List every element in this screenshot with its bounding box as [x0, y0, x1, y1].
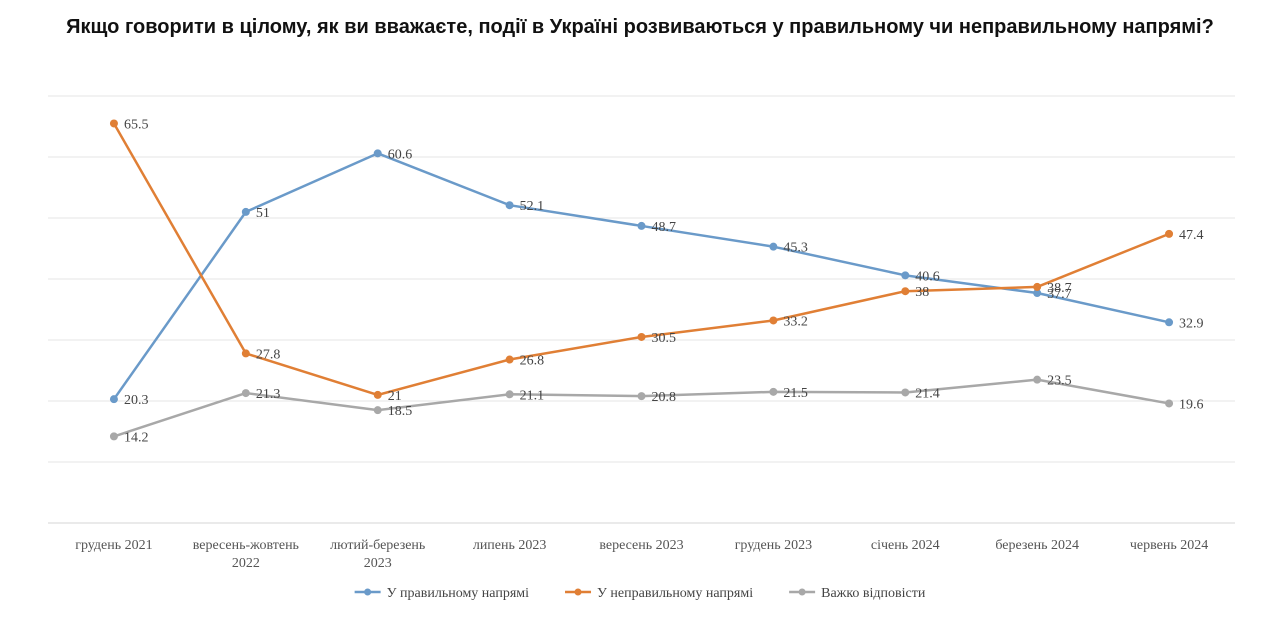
data-label: 52.1	[520, 199, 545, 214]
data-point	[373, 149, 382, 158]
data-label: 20.3	[124, 393, 149, 408]
data-point	[769, 387, 778, 396]
data-label: 40.6	[915, 269, 940, 284]
data-point	[505, 355, 514, 364]
gridlines	[48, 95, 1235, 524]
x-tick-label: 2022	[232, 556, 260, 571]
data-label: 32.9	[1179, 316, 1204, 331]
legend: У правильному напрямі У неправильному нап…	[354, 586, 926, 601]
data-label: 38.7	[1047, 281, 1072, 296]
data-label: 27.8	[256, 347, 280, 362]
data-label: 45.3	[783, 241, 808, 256]
chart-title: Якщо говорити в цілому, як ви вважаєте, …	[66, 16, 1214, 38]
data-point	[1165, 399, 1174, 408]
data-point	[769, 242, 778, 251]
data-point	[241, 349, 250, 358]
data-labels: 20.3 51 60.6 52.1 48.7 45.3 40.6 37.7 32.9 65.5 27…	[124, 117, 1204, 445]
x-tick-label: липень 2023	[473, 538, 547, 553]
x-tick-label: 2023	[364, 556, 392, 571]
legend-swatch-marker	[798, 588, 806, 596]
data-point	[373, 390, 382, 399]
data-label: 65.5	[124, 117, 149, 132]
data-point	[1033, 282, 1042, 291]
x-tick-label: вересень-жовтень	[193, 538, 299, 553]
legend-item: У неправильному напрямі	[565, 586, 753, 601]
x-tick-label: січень 2024	[871, 538, 940, 553]
data-label: 37.7	[1047, 287, 1072, 302]
data-label: 21.4	[915, 386, 940, 401]
data-point	[241, 389, 250, 398]
data-label: 51	[256, 206, 270, 221]
data-label: 48.7	[652, 220, 677, 235]
x-tick-label: грудень 2021	[75, 538, 152, 553]
data-label: 47.4	[1179, 228, 1204, 243]
data-point	[637, 221, 646, 230]
x-tick-label: червень 2024	[1130, 538, 1208, 553]
legend-swatch-marker	[364, 588, 372, 596]
legend-label: Важко відповісти	[821, 586, 926, 601]
data-point	[901, 287, 910, 296]
x-axis-ticks: грудень 2021 вересень-жовтень 2022 лютий-бе…	[75, 538, 1208, 571]
data-label: 20.8	[652, 390, 677, 405]
data-point	[637, 392, 646, 401]
data-label: 21.3	[256, 387, 280, 402]
data-point	[109, 119, 118, 128]
x-tick-label: грудень 2023	[735, 538, 812, 553]
data-label: 60.6	[388, 147, 413, 162]
data-point	[241, 207, 250, 216]
data-point	[1033, 375, 1042, 384]
data-label: 38	[915, 285, 929, 300]
x-tick-label: вересень 2023	[599, 538, 683, 553]
data-label: 21.1	[520, 388, 545, 403]
data-point	[901, 388, 910, 397]
data-point	[373, 406, 382, 415]
data-point	[901, 271, 910, 280]
data-point	[637, 332, 646, 341]
data-point	[505, 390, 514, 399]
legend-item: Важко відповісти	[789, 586, 926, 601]
data-point	[1033, 289, 1042, 298]
x-tick-label: лютий-березень	[330, 538, 425, 553]
data-label: 19.6	[1179, 397, 1204, 412]
data-label: 21.5	[783, 386, 808, 401]
data-point	[1165, 318, 1174, 327]
legend-item: У правильному напрямі	[354, 586, 529, 601]
data-point	[1165, 229, 1174, 238]
data-point	[109, 395, 118, 404]
data-point	[769, 316, 778, 325]
data-label: 18.5	[388, 404, 413, 419]
legend-label: У правильному напрямі	[387, 586, 529, 601]
data-point	[505, 201, 514, 210]
data-label: 14.2	[124, 430, 149, 445]
series-points	[109, 119, 1174, 441]
data-label: 26.8	[520, 354, 545, 369]
data-label: 21	[388, 389, 402, 404]
data-label: 30.5	[652, 331, 677, 346]
data-label: 33.2	[783, 314, 808, 329]
legend-swatch-marker	[574, 588, 582, 596]
x-tick-label: березень 2024	[995, 538, 1079, 553]
data-label: 23.5	[1047, 374, 1072, 389]
legend-label: У неправильному напрямі	[597, 586, 753, 601]
data-point	[109, 432, 118, 441]
